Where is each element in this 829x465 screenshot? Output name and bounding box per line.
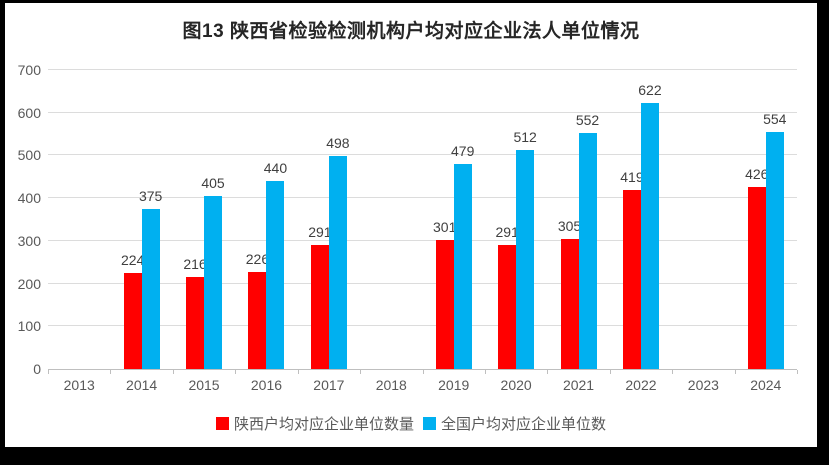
bar-group: 226 440	[246, 70, 287, 369]
bar-value-label: 301	[433, 219, 457, 236]
gridline	[48, 325, 797, 327]
chart-canvas: 图13 陕西省检验检测机构户均对应企业法人单位情况 0 100 200 300 400 5…	[5, 3, 817, 447]
legend-label-national: 全国户均对应企业单位数	[441, 416, 607, 433]
bar-value-label: 405	[201, 175, 225, 192]
x-tick-label: 2017	[313, 377, 345, 393]
bar-value-label: 440	[263, 160, 288, 177]
x-tick-label: 2024	[750, 377, 782, 393]
y-tick-label: 300	[17, 232, 41, 249]
bar: 498	[326, 135, 350, 369]
x-axis-line	[48, 369, 797, 370]
legend-swatch-national-icon	[423, 417, 436, 430]
x-tick-label: 2018	[375, 377, 407, 393]
plot-area: 224 375 216 405 226 440 291 498 301 479 291 512 305 5…	[48, 69, 798, 374]
bar: 224	[121, 252, 144, 369]
x-axis-tick	[172, 370, 174, 374]
gridline	[48, 197, 797, 199]
gridline	[48, 154, 797, 156]
x-tick-label: 2014	[126, 377, 158, 393]
bar-value-label: 224	[120, 252, 145, 269]
bar-value-label: 291	[495, 223, 519, 240]
chart-title: 图13 陕西省检验检测机构户均对应企业法人单位情况	[182, 21, 640, 42]
bar-group: 291 498	[308, 70, 350, 369]
x-tick-label: 2023	[687, 377, 719, 393]
bar: 226	[246, 251, 269, 369]
legend: 陕西户均对应企业单位数量 全国户均对应企业单位数	[5, 413, 817, 434]
bar-value-label: 305	[557, 217, 582, 234]
bar-value-label: 498	[326, 135, 350, 152]
y-tick-label: 500	[17, 147, 41, 164]
bar: 216	[183, 256, 207, 369]
gridline	[48, 282, 797, 284]
x-tick-label: 2015	[188, 377, 220, 393]
bar-group: 305 552	[558, 70, 599, 369]
bar-value-label: 291	[308, 223, 332, 240]
y-axis-labels: 0 100 200 300 400 500 600 700	[5, 62, 41, 377]
bar: 479	[451, 143, 474, 369]
x-axis-tick	[110, 370, 112, 374]
bar: 291	[308, 224, 332, 369]
bar-value-label: 426	[745, 166, 769, 183]
bar-value-label: 512	[513, 129, 537, 146]
bar-value-label: 216	[183, 255, 207, 272]
x-tick-label: 2021	[562, 377, 595, 393]
legend-swatch-shaanxi-icon	[215, 417, 229, 430]
x-tick-label: 2019	[438, 377, 470, 393]
gridline	[48, 111, 797, 113]
x-axis-tick	[484, 370, 486, 374]
gridline	[48, 239, 797, 241]
bar: 552	[576, 112, 599, 369]
bar: 440	[264, 160, 287, 369]
bar: 305	[558, 218, 581, 369]
legend-item-national: 全国户均对应企业单位数	[423, 413, 606, 434]
bar: 419	[620, 169, 644, 369]
y-tick-label: 700	[17, 62, 41, 78]
legend-label-shaanxi: 陕西户均对应企业单位数量	[233, 416, 414, 433]
bar: 426	[745, 166, 768, 369]
bar: 375	[139, 188, 162, 369]
x-axis-tick	[672, 370, 674, 374]
y-tick-label: 600	[17, 104, 41, 121]
x-axis-tick	[797, 370, 798, 374]
x-axis-tick	[360, 370, 362, 374]
x-axis-tick	[48, 370, 49, 374]
bar-value-label: 622	[638, 82, 662, 99]
x-axis-tick	[297, 370, 299, 374]
bar: 291	[495, 224, 519, 369]
y-tick-label: 400	[17, 190, 41, 207]
x-tick-label: 2016	[250, 377, 283, 393]
x-tick-label: 2022	[625, 377, 657, 393]
bar-group: 419 622	[620, 70, 662, 369]
bar: 622	[638, 82, 662, 369]
bar-value-label: 552	[575, 112, 600, 129]
x-tick-label: 2013	[63, 377, 95, 393]
x-axis-tick	[609, 370, 611, 374]
bar: 405	[201, 175, 225, 369]
x-axis-tick	[547, 370, 549, 374]
bar: 512	[513, 129, 537, 369]
bar-value-label: 226	[245, 251, 270, 268]
x-axis-tick	[235, 370, 237, 374]
bar: 301	[433, 219, 456, 369]
y-tick-label: 200	[17, 275, 41, 292]
bar-group: 291 512	[495, 70, 537, 369]
bar-value-label: 479	[451, 143, 475, 160]
gridline	[48, 69, 797, 70]
bar-group: 426 554	[745, 70, 786, 369]
bar-group: 301 479	[433, 70, 474, 369]
bar-value-label: 375	[138, 187, 163, 204]
x-axis-labels: 2013 2014 2015 2016 2017 2018 2019 2020 2021 2022…	[48, 377, 797, 395]
bar-value-label: 419	[620, 169, 644, 186]
y-tick-label: 100	[17, 318, 41, 335]
bar-group: 216 405	[183, 70, 225, 369]
x-axis-tick	[422, 370, 424, 374]
x-tick-label: 2020	[500, 377, 532, 393]
y-tick-label: 0	[33, 361, 41, 377]
bar-group: 224 375	[121, 70, 162, 369]
legend-item-shaanxi: 陕西户均对应企业单位数量	[215, 413, 414, 434]
bar-value-label: 554	[763, 111, 787, 128]
bar: 554	[763, 111, 786, 369]
x-axis-tick	[734, 370, 736, 374]
